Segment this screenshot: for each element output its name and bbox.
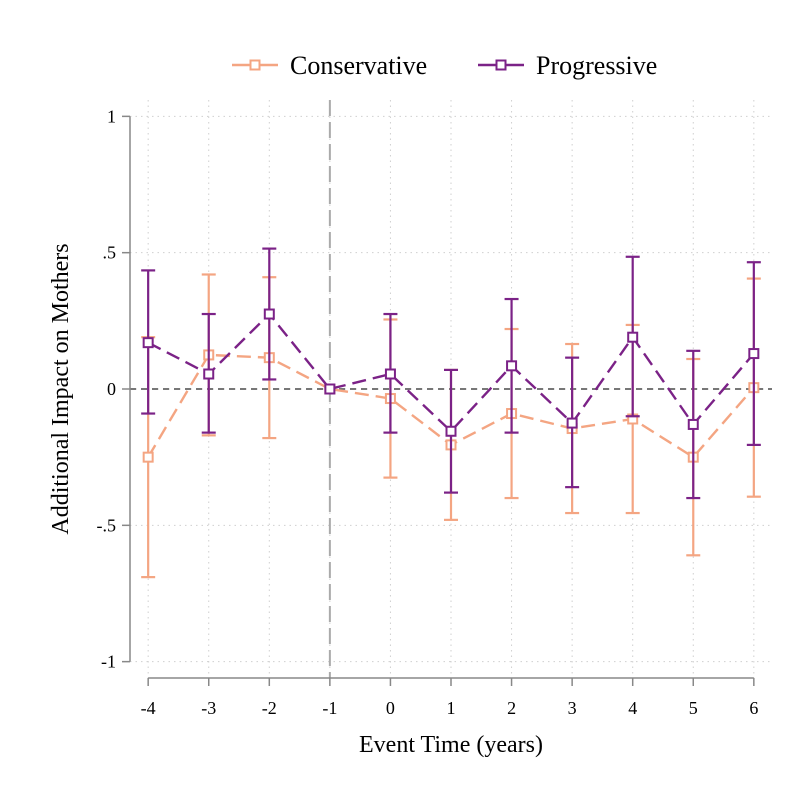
data-point: [263, 308, 275, 320]
y-tick-label: -.5: [97, 515, 117, 535]
x-tick-label: 5: [689, 698, 698, 718]
x-tick-label: -3: [201, 698, 216, 718]
x-tick-label: 3: [568, 698, 577, 718]
legend-item-conservative: Conservative: [232, 51, 427, 80]
x-tick-label: 1: [447, 698, 456, 718]
legend-marker: [249, 59, 261, 71]
legend-label: Progressive: [536, 51, 657, 80]
x-axis-title: Event Time (years): [359, 732, 543, 758]
legend: Conservative Progressive: [232, 51, 657, 80]
axes: -1 -.5 0 .5 1 -4 -3 -2 -1 0 1 2 3 4 5 6: [97, 106, 759, 718]
legend-label: Conservative: [290, 51, 427, 80]
data-point: [384, 368, 396, 380]
data-point: [627, 331, 639, 343]
data-point: [506, 360, 518, 372]
series-progressive: [141, 247, 761, 500]
x-tick-label: 6: [749, 698, 758, 718]
data-point: [445, 425, 457, 437]
data-point: [687, 418, 699, 430]
series-layer: [141, 247, 761, 579]
data-point: [566, 417, 578, 429]
x-tick-label: -4: [141, 698, 156, 718]
data-point: [748, 348, 760, 360]
data-point: [142, 337, 154, 349]
y-tick-label: -1: [101, 652, 116, 672]
x-tick-label: 0: [386, 698, 395, 718]
data-point: [203, 368, 215, 380]
legend-item-progressive: Progressive: [478, 51, 657, 80]
y-tick-label: .5: [103, 243, 117, 263]
x-tick-label: 2: [507, 698, 516, 718]
x-tick-label: -1: [322, 698, 337, 718]
x-tick-label: -2: [262, 698, 277, 718]
y-axis-title: Additional Impact on Mothers: [48, 243, 74, 534]
legend-marker: [495, 59, 507, 71]
y-tick-label: 0: [107, 379, 116, 399]
x-tick-label: 4: [628, 698, 637, 718]
data-point: [142, 451, 154, 463]
data-point: [324, 383, 336, 395]
y-tick-label: 1: [107, 106, 116, 126]
